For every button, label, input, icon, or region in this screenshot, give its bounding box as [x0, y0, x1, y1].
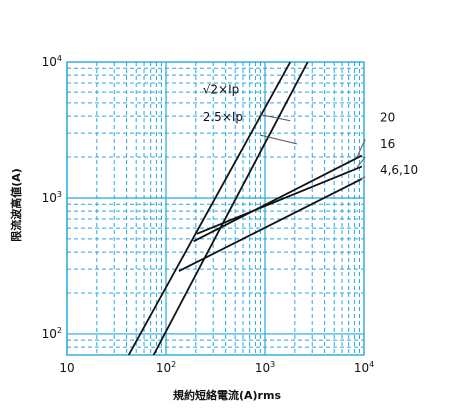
- annotation-label-1: 2.5×Ip: [203, 110, 243, 124]
- annotation-label-4: 4,6,10: [380, 163, 418, 177]
- plot-frame: [66, 61, 365, 356]
- plot-border: [66, 61, 365, 356]
- annotation-label-0: √2×Ip: [203, 82, 240, 96]
- x-tick-label: 103: [255, 360, 275, 375]
- x-tick-label: 10: [59, 361, 74, 375]
- series-line-1: [152, 62, 309, 355]
- y-tick-labels: 102 103 104: [42, 54, 62, 341]
- annotation-leader-4: [356, 176, 366, 181]
- series-line-0: [127, 62, 292, 355]
- series-line-2: [193, 154, 363, 243]
- x-tick-labels: 10 102 103 104: [59, 360, 374, 375]
- annotation-label-2: 20: [380, 111, 395, 125]
- y-tick-label: 103: [42, 190, 62, 205]
- x-tick-label: 102: [156, 360, 176, 375]
- annotation-label-3: 16: [380, 137, 395, 151]
- y-tick-label: 104: [42, 54, 62, 69]
- annotation-leader-3: [356, 156, 366, 168]
- annotation-leader-1: [260, 134, 298, 145]
- x-tick-label: 104: [354, 360, 374, 375]
- series-line-3: [196, 165, 363, 235]
- y-tick-label: 102: [42, 326, 62, 341]
- grid: [66, 62, 364, 356]
- annotation-leaders: [260, 114, 366, 181]
- annotation-labels: √2×Ip 2.5×Ip 20 16 4,6,10: [203, 82, 418, 177]
- annotation-leader-0: [260, 114, 291, 122]
- annotation-leader-2: [356, 139, 366, 158]
- series-line-4: [178, 178, 363, 272]
- series-lines: [127, 62, 363, 355]
- x-axis-title: 規約短絡電流(A)rms: [173, 388, 281, 402]
- y-axis-title: 限流波高値(A): [9, 168, 23, 242]
